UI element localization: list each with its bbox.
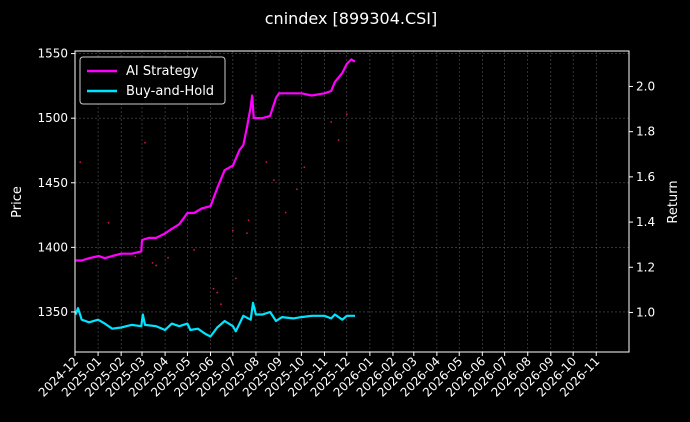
scatter-dot (151, 261, 154, 264)
scatter-dot (155, 264, 158, 267)
scatter-dot (247, 219, 250, 222)
right-tick-label: 2.0 (636, 79, 655, 93)
right-tick-label: 1.2 (636, 260, 655, 274)
right-axis: 1.0 1.2 1.4 1.6 1.8 2.0 (629, 79, 655, 319)
scatter-dot (234, 277, 237, 280)
plot-frame (74, 50, 630, 353)
scatter-dot (295, 188, 298, 191)
scatter-dot (337, 139, 340, 142)
left-axis-label: Price (10, 186, 25, 218)
scatter-dot (216, 291, 219, 294)
left-tick-label: 1400 (37, 240, 68, 254)
right-tick-label: 1.8 (636, 125, 655, 139)
left-axis: 1350 1400 1450 1500 1550 (37, 47, 75, 319)
left-tick-label: 1350 (37, 305, 68, 319)
scatter-dot (134, 255, 137, 258)
scatter-dot (144, 141, 146, 144)
right-tick-label: 1.0 (636, 305, 655, 319)
scatter-dot (330, 121, 333, 123)
scatter-dot (303, 166, 306, 169)
x-axis: 2024-122025-012025-022025-032025-042025-… (36, 352, 602, 400)
scatter-dot (193, 249, 196, 251)
left-tick-label: 1450 (37, 176, 68, 190)
legend-label-bh: Buy-and-Hold (126, 84, 214, 99)
chart-title: cnindex [899304.CSI] (265, 9, 438, 28)
left-tick-label: 1550 (37, 47, 68, 61)
right-axis-label: Return (666, 180, 681, 223)
scatter-dot (231, 229, 234, 232)
grid-lines (74, 51, 629, 352)
scatter-dot (246, 232, 248, 235)
scatter-dot (272, 179, 275, 182)
scatter-dot (220, 303, 222, 306)
scatter-dot (212, 287, 215, 290)
scatter-dot (107, 221, 110, 224)
scatter-dot (265, 161, 268, 163)
scatter-dot (345, 113, 348, 116)
right-tick-label: 1.4 (636, 215, 655, 229)
series-line-buy-and-hold (74, 301, 355, 338)
right-tick-label: 1.6 (636, 170, 655, 184)
series-lines (74, 58, 356, 338)
legend-label-ai: AI Strategy (126, 64, 199, 79)
scatter-dot (167, 256, 169, 259)
left-tick-label: 1500 (37, 111, 68, 125)
scatter-dot (284, 211, 287, 214)
legend: AI Strategy Buy-and-Hold (79, 56, 226, 105)
scatter-dots (79, 113, 348, 306)
series-line-ai-strategy (75, 58, 356, 262)
scatter-dot (79, 161, 82, 163)
